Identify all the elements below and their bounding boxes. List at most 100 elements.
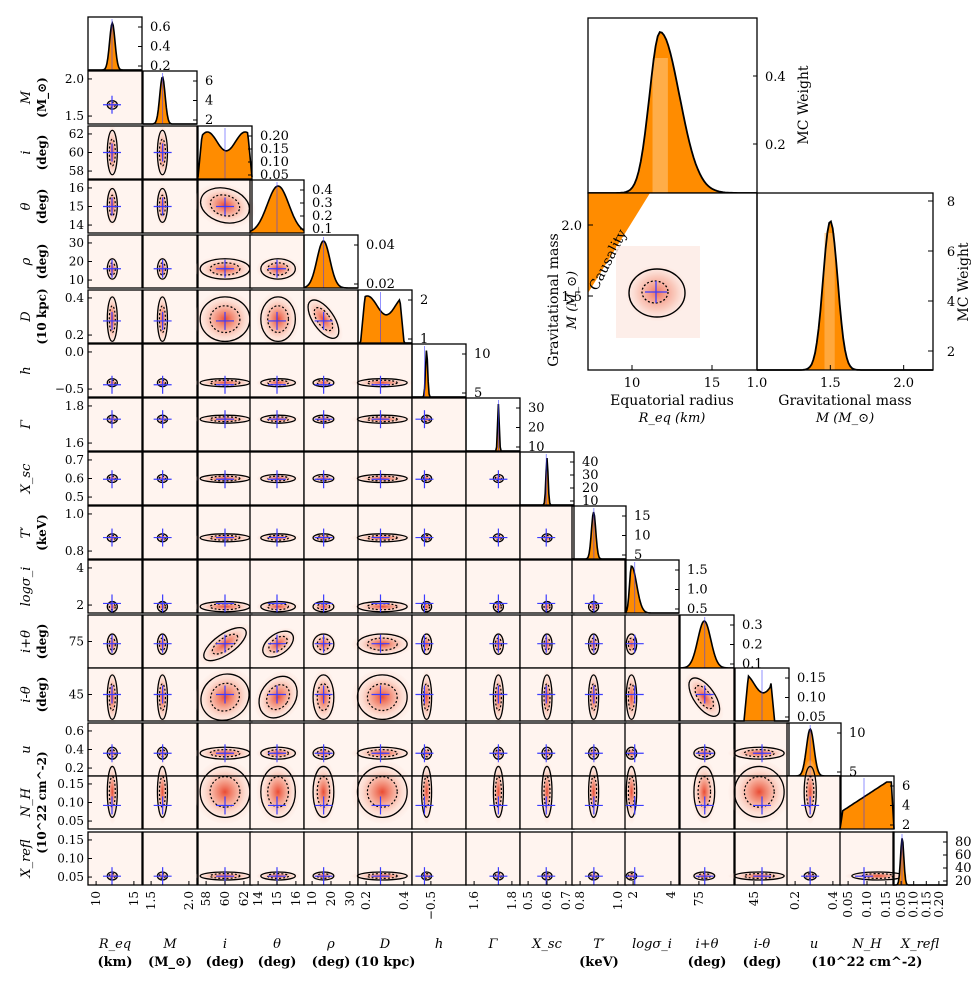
panel-background (412, 398, 466, 451)
contour-outer (106, 187, 118, 224)
panel-Gamma-vs-h (411, 397, 467, 452)
diag-tick-label: 5 (634, 548, 642, 563)
contour-outer (260, 746, 297, 760)
panel-background (143, 560, 197, 613)
density-cloud (626, 265, 688, 321)
y-axis-unit: (M_⊙) (35, 77, 50, 118)
x-axis-label-M: M (162, 937, 177, 952)
weight-axis-label: MC Weight (796, 65, 812, 144)
panel-Xrefl-vs-M (142, 831, 198, 886)
panel-Xrefl-vs-Xsc (519, 831, 575, 886)
contour-inner (266, 684, 291, 711)
contour-outer (492, 765, 505, 818)
density-cloud (256, 291, 300, 347)
panel-D-vs-Req (87, 289, 143, 347)
main-corner-plot: 0.60.40.26420.200.150.100.050.40.30.20.1… (19, 16, 972, 970)
diag-tick-label: 0.1 (742, 657, 763, 672)
contour-outer (420, 600, 433, 613)
panel-frame (624, 559, 680, 614)
panel-Xrefl-vs-imt (728, 831, 791, 886)
histogram-ipt (680, 621, 734, 668)
radius-central-band (652, 58, 668, 193)
mass-central-band (824, 233, 835, 370)
x-axis-unit-imt: (deg) (743, 955, 782, 970)
diag-tick-label: 0.4 (150, 40, 171, 55)
contour-inner (589, 776, 598, 808)
y-tick-label: 0.15 (57, 777, 84, 791)
x-tick-label: 0.5 (521, 891, 535, 910)
y-tick-label: 0.4 (65, 291, 84, 305)
panel-NH-vs-Xsc (519, 760, 575, 830)
panel-Xrefl-vs-h (411, 831, 467, 886)
contour-inner (543, 683, 551, 712)
panel-imt-vs-theta (249, 667, 305, 724)
y-tick-label: −0.5 (55, 382, 84, 396)
y-tick-label: 1.6 (65, 436, 84, 450)
contour-outer (693, 765, 716, 818)
panel-Xrefl-vs-Req (87, 831, 143, 886)
mass-tick-label: 2.0 (893, 376, 914, 391)
y-tick-label: 30 (69, 236, 84, 250)
mass-axis-unit-bottom: M (M_⊙) (815, 411, 874, 426)
histogram-T (572, 512, 626, 559)
y-tick-label: 2.0 (65, 72, 84, 86)
panel-background (412, 776, 466, 829)
panel-NH-vs-NH: 6 4 2 (839, 775, 910, 833)
contour-inner (158, 194, 167, 217)
y-axis-label: X_sc (19, 463, 34, 494)
contour-inner (108, 194, 116, 217)
panel-u-vs-rho (303, 722, 359, 777)
contour-outer (628, 268, 686, 318)
panel-rho-vs-M (142, 234, 198, 289)
diag-tick-label: 0.3 (312, 196, 333, 211)
diag-tick-label: 0.2 (312, 209, 333, 224)
panel-ipt-vs-T (571, 614, 627, 669)
contour-outer (625, 765, 638, 818)
y-tick-label: 1.5 (65, 109, 84, 123)
contour-outer (260, 473, 297, 484)
panel-Gamma-vs-i (193, 397, 257, 452)
y-tick-label: 0.2 (65, 328, 84, 342)
density-cloud (728, 760, 791, 824)
panel-ipt-vs-logsigma (624, 614, 680, 669)
contour-inner (366, 776, 398, 808)
panel-Xrefl-vs-rho (303, 831, 359, 886)
panel-background (412, 832, 466, 885)
y-tick-label: 60 (69, 146, 84, 160)
x-axis-label-Gamma: Γ (487, 937, 498, 952)
contour-outer (625, 674, 638, 721)
diag-tick-label: 60 (955, 848, 972, 863)
panel-Gamma-vs-Gamma: 30 20 10 (465, 397, 545, 455)
panel-imt-vs-i (194, 667, 256, 727)
panel-frame (87, 70, 143, 125)
x-tick-label: 60 (218, 891, 232, 906)
x-tick-label: 0.15 (919, 891, 933, 918)
panel-background (304, 344, 358, 397)
x-tick-label: 0.7 (559, 891, 573, 910)
panel-u-vs-T (571, 722, 627, 777)
x-axis-unit-M: (M_⊙) (148, 955, 192, 970)
contour-inner (494, 776, 502, 808)
y-axis-label: logσ_i (19, 567, 34, 607)
panel-T-vs-Req (87, 505, 143, 560)
contour-outer (803, 765, 817, 818)
histogram-Gamma (466, 404, 520, 451)
x-axis-label-theta: θ (273, 937, 281, 952)
panel-Xsc-vs-Gamma (465, 451, 521, 506)
diag-tick-label: 20 (582, 481, 599, 496)
panel-background (520, 506, 574, 559)
y-tick-label: 14 (69, 218, 85, 232)
histogram-NH (840, 782, 894, 829)
contour-outer (541, 674, 553, 721)
diag-tick-label: 4 (902, 799, 910, 814)
contour-outer (260, 378, 297, 388)
panel-frame (303, 234, 359, 289)
panel-frame (87, 343, 143, 398)
diag-tick-label: 0.05 (797, 710, 826, 725)
contour-outer (199, 187, 251, 224)
x-tick-label: 10 (305, 891, 319, 906)
x-tick-label: 45 (747, 891, 761, 906)
panel-background (412, 723, 466, 776)
y-axis-label: i (19, 150, 34, 154)
